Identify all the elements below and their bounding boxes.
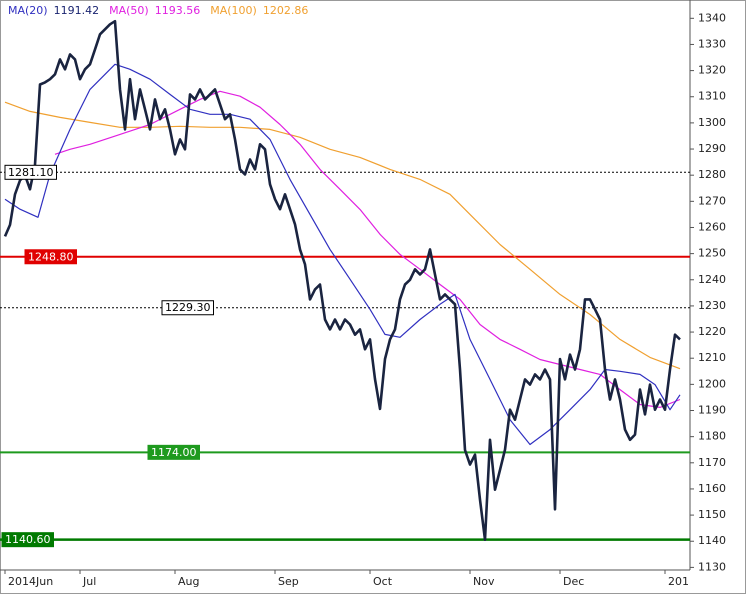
y-tick-label: 1230 [698,299,726,312]
x-tick-label: Jul [82,575,96,588]
y-tick-label: 1170 [698,456,726,469]
y-tick-label: 1280 [698,168,726,181]
y-tick-label: 1200 [698,377,726,390]
level-label-box [1,532,54,548]
level-label: 1248.80 [28,250,74,263]
legend-value: 1202.86 [263,4,309,17]
y-tick-label: 1190 [698,404,726,417]
legend-value: 1193.56 [155,4,201,17]
price-line [3,19,681,541]
x-tick-label: Dec [563,575,584,588]
y-tick-label: 1340 [698,11,726,24]
y-tick-label: 1180 [698,430,726,443]
x-tick-label: 2014Jun [8,575,53,588]
legend-name: MA(20) [8,4,48,17]
level-label-box [147,444,200,460]
level-label: 1174.00 [151,446,197,459]
y-tick-label: 1300 [698,116,726,129]
level-label: 1229.30 [165,301,211,314]
legend-name: MA(100) [210,4,257,17]
y-tick-label: 1250 [698,247,726,260]
y-tick-label: 1210 [698,351,726,364]
x-tick-label: 201 [668,575,689,588]
x-tick-label: Aug [178,575,199,588]
y-tick-label: 1160 [698,482,726,495]
legend-name: MA(50) [109,4,149,17]
y-tick-label: 1240 [698,273,726,286]
level-label: 1140.60 [5,533,51,546]
y-tick-label: 1310 [698,90,726,103]
legend-value: 1191.42 [54,4,100,17]
y-tick-label: 1130 [698,560,726,573]
y-tick-label: 1330 [698,37,726,50]
level-label-box [4,164,57,180]
ma-line [4,101,681,370]
level-label-box [161,300,214,316]
x-tick-label: Oct [373,575,393,588]
ma-line [54,90,681,408]
y-tick-label: 1220 [698,325,726,338]
y-tick-label: 1140 [698,534,726,547]
y-tick-label: 1290 [698,142,726,155]
y-tick-label: 1270 [698,194,726,207]
y-tick-label: 1320 [698,64,726,77]
y-tick-label: 1260 [698,220,726,233]
y-tick-label: 1150 [698,508,726,521]
x-tick-label: Nov [473,575,495,588]
level-label-box [24,249,77,265]
level-label: 1281.10 [8,166,54,179]
x-tick-label: Sep [278,575,299,588]
